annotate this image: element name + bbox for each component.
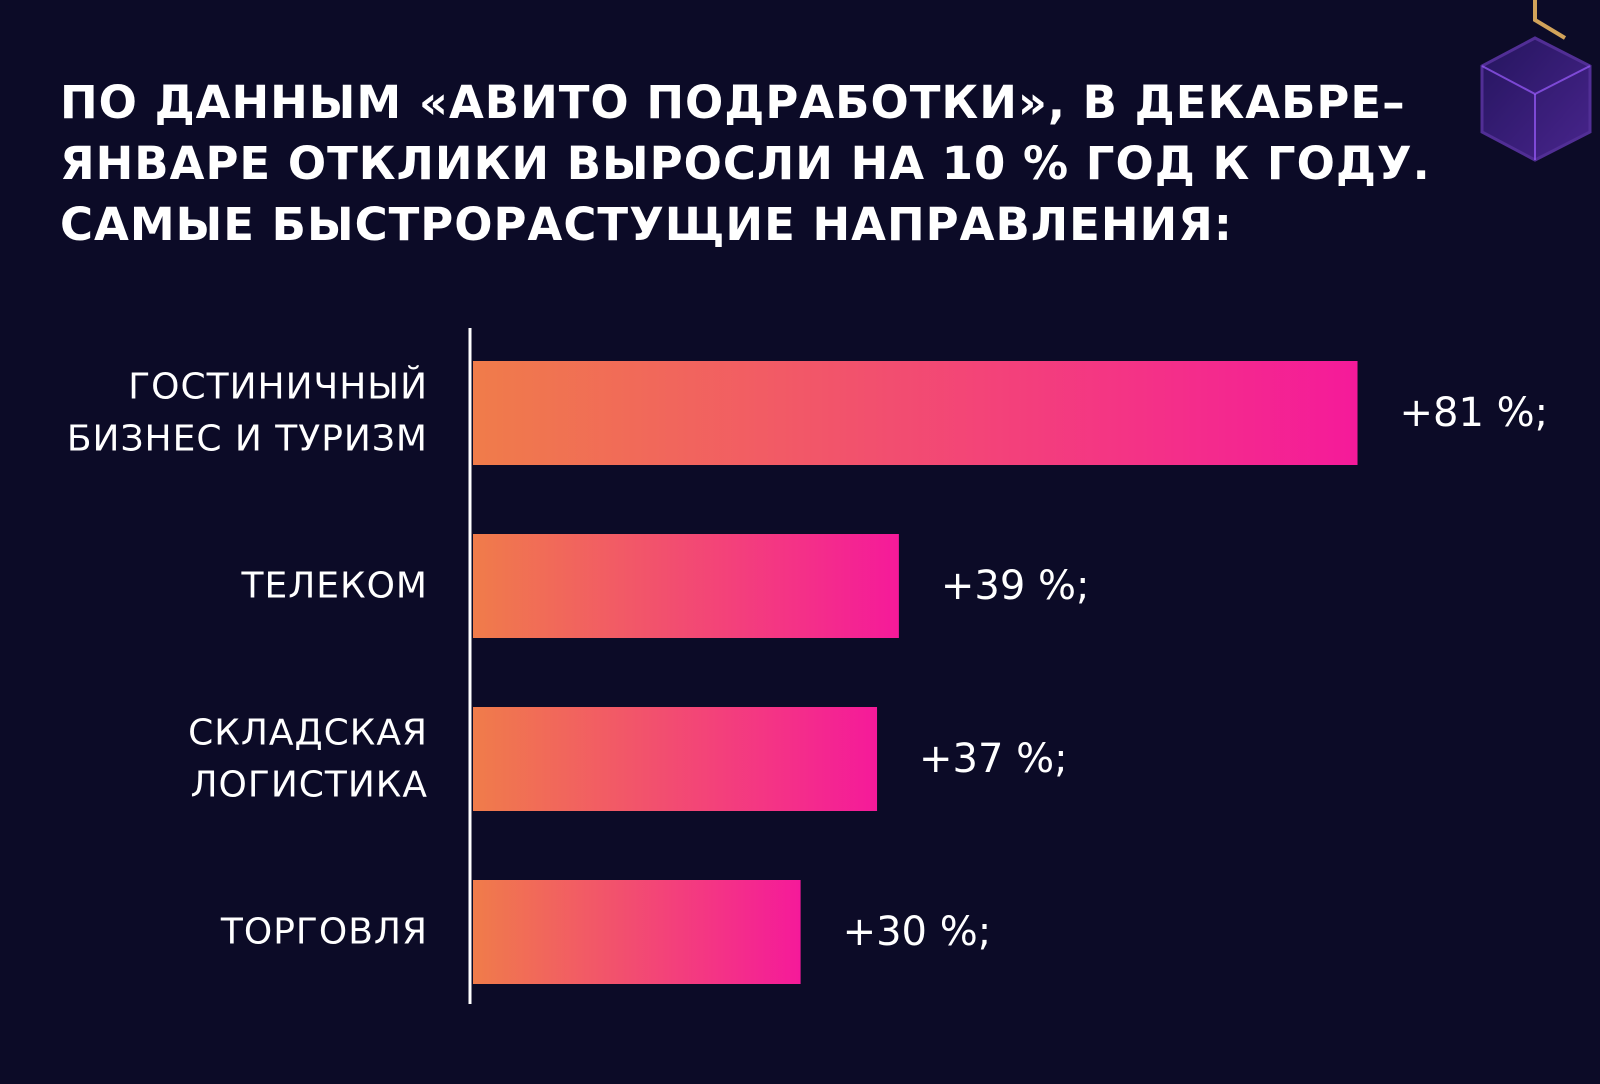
title-line-1: ПО ДАННЫМ «АВИТО ПОДРАБОТКИ», В ДЕКАБРЕ– <box>60 76 1406 129</box>
value-label-2: +39 %; <box>941 563 1090 609</box>
cube-decoration-icon <box>1480 0 1592 162</box>
value-label-4: +30 %; <box>843 909 992 955</box>
category-label-1-line-1: ГОСТИНИЧНЫЙ <box>128 366 428 408</box>
bar-3 <box>473 707 878 811</box>
category-label-1-line-2: БИЗНЕС И ТУРИЗМ <box>67 419 428 460</box>
bar-4 <box>473 880 801 984</box>
category-label-4-line-1: ТОРГОВЛЯ <box>220 912 428 953</box>
category-label-3-line-1: СКЛАДСКАЯ <box>188 713 428 754</box>
category-label-3-line-2: ЛОГИСТИКА <box>190 765 428 806</box>
category-label-2-line-1: ТЕЛЕКОМ <box>240 566 428 607</box>
title-line-2: ЯНВАРЕ ОТКЛИКИ ВЫРОСЛИ НА 10 % ГОД К ГОД… <box>60 137 1431 190</box>
title-line-3: САМЫЕ БЫСТРОРАСТУЩИЕ НАПРАВЛЕНИЯ: <box>60 198 1233 251</box>
value-label-3: +37 %; <box>919 736 1068 782</box>
chart-title: ПО ДАННЫМ «АВИТО ПОДРАБОТКИ», В ДЕКАБРЕ–… <box>60 72 1460 255</box>
value-label-1: +81 %; <box>1400 390 1549 436</box>
bar-1 <box>473 361 1358 465</box>
bar-2 <box>473 534 899 638</box>
